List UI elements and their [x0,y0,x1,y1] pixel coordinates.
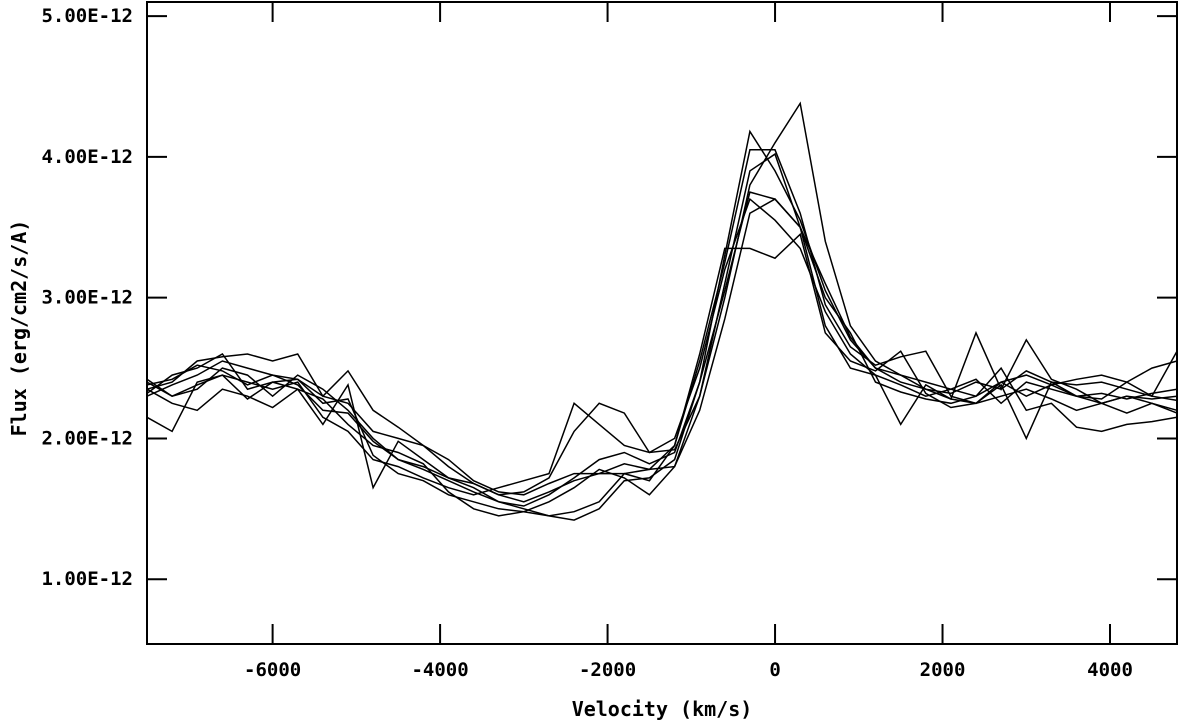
spectrum-series-1 [146,101,1178,503]
y-axis-title: Flux (erg/cm2/s/A) [7,220,31,437]
x-tick-label: 2000 [920,659,966,681]
tick-layer: -6000 -4000 -2000 0 2000 4000 1.00E-12 2.00E-12… [41,2,1177,681]
y-tick-label: 2.00E-12 [41,427,133,449]
spectrum-series-7 [146,232,1178,517]
y-tick-label: 1.00E-12 [41,568,133,590]
x-tick-label: -2000 [579,659,636,681]
y-tick-label: 5.00E-12 [41,5,133,27]
x-tick-label: -4000 [411,659,468,681]
x-tick-label: -6000 [244,659,301,681]
spectrum-series-8 [146,152,1178,496]
spectrum-series-3 [146,197,1178,496]
series-layer [146,101,1178,521]
y-tick-label: 3.00E-12 [41,287,133,309]
x-tick-label: 4000 [1087,659,1133,681]
spectrum-series-6 [146,149,1178,496]
x-axis-title: Velocity (km/s) [572,697,753,721]
y-tick-label: 4.00E-12 [41,146,133,168]
x-tick-label: 0 [769,659,780,681]
spectrum-series-4 [146,198,1178,517]
plot-frame [146,1,1178,645]
spectrum-series-5 [146,191,1178,507]
spectrum-series-2 [146,129,1178,521]
